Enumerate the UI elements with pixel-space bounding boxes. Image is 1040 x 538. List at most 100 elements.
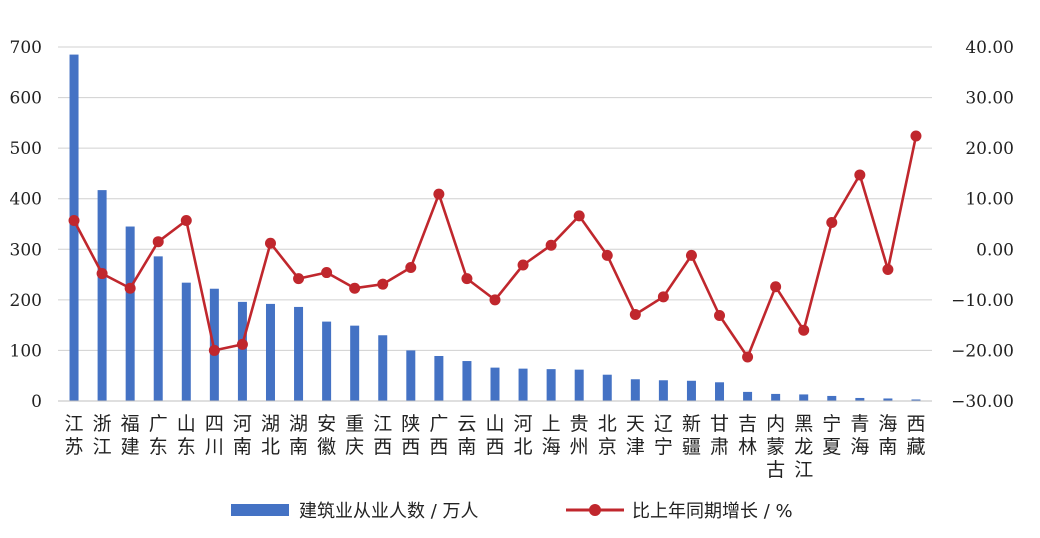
bar-series: [69, 54, 921, 401]
bar: [743, 391, 753, 401]
bar: [883, 398, 893, 401]
left-tick-label: 100: [10, 341, 42, 361]
category-label: 江西: [373, 413, 392, 458]
bar: [97, 190, 107, 401]
bar: [69, 54, 79, 401]
right-tick-label: −20.00: [951, 341, 1014, 361]
bar: [658, 380, 668, 401]
bar: [322, 321, 332, 401]
right-tick-label: 20.00: [965, 139, 1014, 159]
line-point: [349, 282, 361, 294]
legend-line-marker: [589, 504, 601, 516]
left-axis-ticks: 0 100 200 300 400 500 600 700: [10, 38, 42, 412]
category-label: 内蒙古: [766, 413, 785, 481]
bar: [406, 350, 416, 401]
line-point: [208, 344, 220, 356]
bar: [630, 379, 640, 401]
bar: [490, 367, 500, 401]
category-label: 江苏: [65, 413, 84, 458]
category-label: 上海: [542, 413, 561, 458]
category-label: 宁夏: [822, 413, 841, 458]
right-tick-label: 0.00: [976, 240, 1014, 260]
line-series: [68, 130, 922, 363]
right-tick-label: 40.00: [965, 38, 1014, 58]
line-point: [180, 214, 192, 226]
right-tick-label: 10.00: [965, 190, 1014, 210]
line-point: [517, 259, 529, 271]
category-label: 天津: [626, 413, 645, 458]
bar: [237, 301, 247, 401]
bar: [434, 355, 444, 401]
line-point: [377, 278, 389, 290]
line-point: [433, 188, 445, 200]
bar: [574, 369, 584, 401]
line-point: [405, 261, 417, 273]
category-label: 河南: [233, 413, 252, 458]
category-label: 海南: [878, 413, 897, 458]
category-label: 福建: [121, 413, 140, 458]
category-label: 重庆: [345, 413, 364, 458]
category-label: 湖南: [289, 413, 308, 458]
bar: [911, 399, 921, 401]
bar: [378, 335, 388, 401]
line-point: [882, 264, 894, 276]
bar: [827, 395, 837, 401]
category-label: 吉林: [738, 413, 757, 458]
left-tick-label: 0: [31, 392, 42, 412]
category-label: 青海: [850, 413, 869, 458]
line-point: [714, 310, 726, 322]
line-point: [685, 249, 697, 261]
line-point: [293, 273, 305, 285]
line-point: [321, 267, 333, 279]
bar: [855, 397, 865, 401]
right-tick-label: −30.00: [951, 392, 1014, 412]
line-point: [629, 309, 641, 321]
bar: [265, 303, 275, 401]
bar: [350, 325, 360, 401]
category-label: 陕西: [401, 413, 420, 458]
line-point: [770, 281, 782, 293]
line-point: [489, 294, 501, 306]
line-point: [68, 214, 80, 226]
line-point: [601, 249, 613, 261]
bar: [125, 226, 135, 401]
bar: [799, 394, 809, 401]
category-label: 黑龙江: [794, 413, 813, 481]
line-point: [264, 237, 276, 249]
bar: [602, 374, 612, 401]
bar: [715, 382, 725, 401]
line-point: [826, 216, 838, 228]
category-label: 贵州: [570, 413, 589, 458]
right-axis-ticks: −30.00 −20.00 −10.00 0.00 10.00 20.00 30.00 40.…: [951, 38, 1014, 412]
bar: [546, 369, 556, 401]
line-point: [96, 268, 108, 280]
category-label: 广西: [429, 413, 448, 458]
right-tick-label: 30.00: [965, 89, 1014, 109]
left-tick-label: 300: [10, 240, 42, 260]
legend-bar-swatch: [231, 504, 289, 516]
line-point: [742, 351, 754, 363]
left-tick-label: 500: [10, 139, 42, 159]
line-point: [461, 273, 473, 285]
bar: [686, 380, 696, 401]
line-point: [152, 236, 164, 248]
bar: [771, 393, 781, 401]
left-tick-label: 400: [10, 190, 42, 210]
left-tick-label: 200: [10, 291, 42, 311]
category-label: 浙江: [93, 413, 112, 458]
category-label: 安徽: [317, 413, 336, 458]
line-point: [910, 130, 922, 142]
left-tick-label: 700: [10, 38, 42, 58]
category-label: 新疆: [682, 413, 701, 458]
bar: [462, 361, 472, 401]
growth-line: [72, 135, 918, 359]
category-label: 湖北: [261, 413, 280, 458]
category-label: 云南: [457, 413, 476, 458]
legend-bar-label: 建筑业从业人数 / 万人: [299, 501, 479, 522]
category-label: 河北: [514, 413, 533, 458]
line-point: [854, 169, 866, 181]
line-point: [573, 210, 585, 222]
bar: [181, 282, 191, 401]
category-label: 四川: [205, 413, 224, 458]
